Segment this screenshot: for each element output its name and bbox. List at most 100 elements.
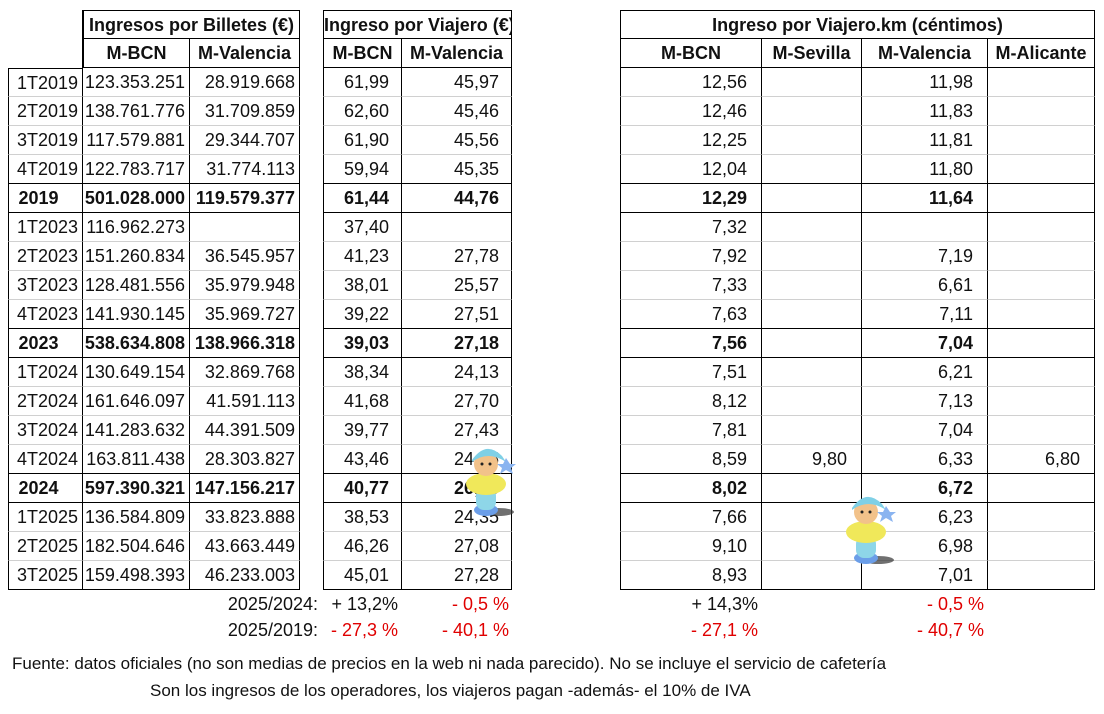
table-cell [988,416,1095,445]
table-cell: 61,44 [323,184,402,213]
table-cell: 6,23 [862,503,988,532]
table-cell: 11,81 [862,126,988,155]
table-title: Ingresos por Billetes (€) [83,10,300,39]
table-cell: 24,13 [402,358,512,387]
table-cell: 12,25 [620,126,762,155]
row-label: 2024 [8,474,83,503]
table-cell: 11,98 [862,68,988,97]
table-cell [988,68,1095,97]
table-cell: 128.481.556 [83,271,190,300]
comparison-value: - 40,7 % [916,620,984,640]
column-header: M-BCN [323,39,402,68]
table-cell [988,358,1095,387]
table-cell: 27,43 [402,416,512,445]
table-cell: 8,02 [620,474,762,503]
table-cell: 61,90 [323,126,402,155]
table-cell: 7,04 [862,329,988,358]
table-cell [762,242,862,271]
table-cell: 163.811.438 [83,445,190,474]
table-cell: 27,51 [402,300,512,329]
table-cell [762,97,862,126]
table-cell: 38,53 [323,503,402,532]
table-cell: 7,33 [620,271,762,300]
table-cell: 538.634.808 [83,329,190,358]
corner-blank [8,39,83,68]
table-cell: 25,57 [402,271,512,300]
table-cell: 45,01 [323,561,402,590]
table-cell: 151.260.834 [83,242,190,271]
row-label: 4T2019 [8,155,83,184]
table-cell: 6,80 [988,445,1095,474]
table-cell [988,97,1095,126]
table-cell: 8,59 [620,445,762,474]
table-cell [762,68,862,97]
toy-figurine-icon [846,496,896,564]
comparison-value: - 27,1 % [690,620,758,640]
column-header: M-BCN [620,39,762,68]
table-cell: 6,61 [862,271,988,300]
table-cell: 11,83 [862,97,988,126]
table-cell: 35.979.948 [190,271,300,300]
table-cell [988,329,1095,358]
table-cell: 7,63 [620,300,762,329]
table-cell: 12,46 [620,97,762,126]
table-cell: 136.584.809 [83,503,190,532]
table-cell: 39,22 [323,300,402,329]
footer-vat-note: Son los ingresos de los operadores, los … [150,681,751,700]
table-cell [762,329,862,358]
table-cell: 43.663.449 [190,532,300,561]
table-cell [988,126,1095,155]
row-label: 1T2024 [8,358,83,387]
table-cell: 141.283.632 [83,416,190,445]
row-label: 3T2023 [8,271,83,300]
table-cell: 45,35 [402,155,512,184]
table-cell: 130.649.154 [83,358,190,387]
table-cell [762,387,862,416]
corner-blank [8,10,83,39]
table-cell: 7,01 [862,561,988,590]
table-title: Ingreso por Viajero (€) [323,10,512,39]
table-cell: 46,26 [323,532,402,561]
table-cell: 119.579.377 [190,184,300,213]
table-cell: 159.498.393 [83,561,190,590]
table-cell: 37,40 [323,213,402,242]
table-cell: 147.156.217 [190,474,300,503]
table-cell [762,184,862,213]
table-cell: 7,92 [620,242,762,271]
table-cell: 11,64 [862,184,988,213]
table-cell [988,474,1095,503]
table-cell: 9,10 [620,532,762,561]
table-cell: 27,70 [402,387,512,416]
table-cell: 46.233.003 [190,561,300,590]
table-cell [988,300,1095,329]
table-cell: 28.919.668 [190,68,300,97]
column-header: M-Valencia [190,39,300,68]
table-cell: 41,68 [323,387,402,416]
footer-source-note: Fuente: datos oficiales (no son medias d… [12,654,887,673]
table-cell: 61,99 [323,68,402,97]
comparison-value: + 13,2% [331,594,398,614]
table-cell: 36.545.957 [190,242,300,271]
table-cell: 45,97 [402,68,512,97]
row-label: 1T2019 [8,68,83,97]
row-label: 1T2023 [8,213,83,242]
table-cell [762,474,862,503]
table-cell: 59,94 [323,155,402,184]
table-ingresos-billetes: Ingresos por Billetes (€) M-BCN M-Valencia… [8,10,300,590]
table-cell: 6,98 [862,532,988,561]
table-cell [988,184,1095,213]
row-label: 3T2025 [8,561,83,590]
table-cell: 12,56 [620,68,762,97]
table-cell: 45,46 [402,97,512,126]
table-cell: 12,04 [620,155,762,184]
row-label: 3T2019 [8,126,83,155]
table-cell [988,242,1095,271]
table-cell [762,358,862,387]
column-header: M-BCN [83,39,190,68]
comparison-value: - 0,5 % [451,594,509,614]
table-cell: 41,23 [323,242,402,271]
table-title: Ingreso por Viajero.km (céntimos) [620,10,1095,39]
table-cell [988,155,1095,184]
table-cell: 138.761.776 [83,97,190,126]
table-cell: 29.344.707 [190,126,300,155]
